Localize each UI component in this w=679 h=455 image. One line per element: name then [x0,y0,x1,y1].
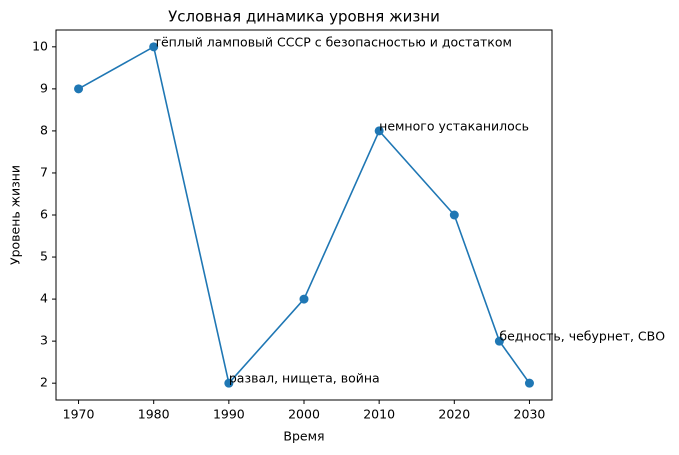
y-tick-label: 9 [40,80,48,95]
x-tick-label: 1990 [213,407,245,422]
x-axis-label: Время [283,429,324,444]
x-tick-label: 1970 [63,407,95,422]
point [224,378,234,388]
annotation: развал, нищета, война [229,371,380,386]
x-tick-label: 2000 [288,407,320,422]
x-tick-label: 2030 [514,407,546,422]
y-tick-label: 8 [40,122,48,137]
y-tick-label: 10 [32,38,48,53]
x-tick-label: 2020 [438,407,470,422]
point [524,378,534,388]
y-tick-label: 2 [40,375,48,390]
y-tick-label: 5 [40,249,48,264]
chart-title: Условная динамика уровня жизни [168,8,440,26]
y-tick-label: 6 [40,207,48,222]
y-tick-label: 3 [40,333,48,348]
y-tick-label: 7 [40,164,48,179]
line [78,45,531,385]
plot-frame [55,29,553,401]
point [74,84,84,94]
point [299,294,309,304]
annotation: бедность, чебурнет, СВО [499,329,665,344]
point [494,336,504,346]
point [149,42,159,52]
y-axis-label: Уровень жизни [8,165,23,265]
y-tick-label: 4 [40,291,48,306]
annotation: немного устаканилось [379,118,529,133]
point [449,210,459,220]
point [374,126,384,136]
x-tick-label: 2010 [363,407,395,422]
x-tick-label: 1980 [138,407,170,422]
annotation: тёплый ламповый СССР с безопасностью и д… [154,34,512,49]
